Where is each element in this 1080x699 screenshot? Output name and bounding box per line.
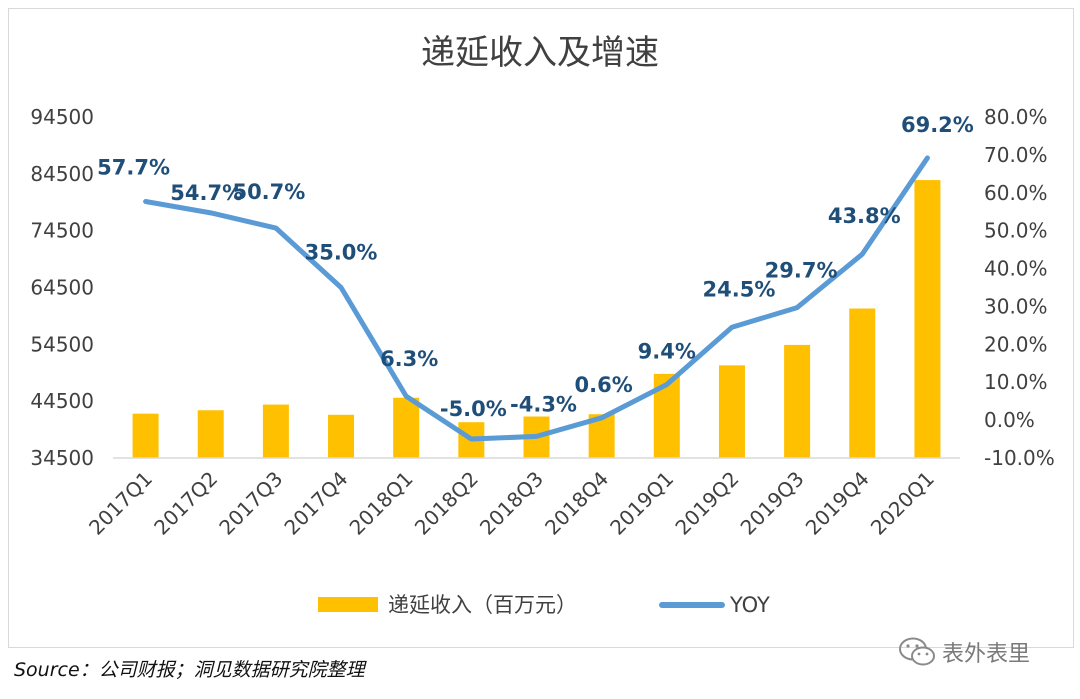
x-tick-label: 2018Q3 [475,467,548,540]
left-tick-label: 74500 [30,219,94,243]
data-label: 54.7% [170,181,243,205]
right-tick-label: 20.0% [984,332,1048,356]
bar [914,180,941,458]
bar [132,413,159,458]
bar [784,344,811,458]
x-tick-label: 2018Q1 [345,467,418,540]
x-tick-label: 2019Q3 [736,467,809,540]
right-tick-label: 10.0% [984,370,1048,394]
x-tick-label: 2017Q2 [149,467,222,540]
right-tick-label: 60.0% [984,181,1048,205]
x-tick-label: 2018Q4 [540,467,613,540]
right-tick-label: -10.0% [984,446,1055,470]
x-tick-label: 2019Q2 [670,467,743,540]
data-label: 43.8% [828,204,901,228]
source-note: Source：公司财报；洞见数据研究院整理 [14,659,365,681]
left-tick-label: 44500 [30,389,94,413]
legend: 递延收入（百万元） YOY [318,593,770,617]
chart-frame [8,8,1074,648]
x-tick-label: 2017Q1 [84,467,157,540]
left-axis: 94500 84500 74500 64500 54500 44500 34500 [30,105,94,470]
bar-series [132,180,941,458]
bar [328,414,355,458]
right-tick-label: 30.0% [984,294,1048,318]
data-label: 0.6% [575,373,633,397]
x-tick-label: 2019Q4 [801,467,874,540]
right-tick-label: 80.0% [984,105,1048,129]
data-label: 35.0% [305,241,378,265]
bar [849,308,876,458]
legend-swatch-bar [318,597,378,612]
watermark: 表外表里 [898,634,1030,670]
data-label: 29.7% [765,259,838,283]
data-label: 50.7% [232,180,305,204]
right-tick-label: 0.0% [984,408,1035,432]
x-tick-label: 2017Q4 [279,467,352,540]
chart: 递延收入及增速 94500 84500 74500 64500 54500 44500 34… [30,33,1055,617]
wechat-icon [899,637,935,666]
x-tick-label: 2020Q1 [866,467,939,540]
right-axis: 80.0% 70.0% 60.0% 50.0% 40.0% 30.0% 20.0% 10.0%… [984,105,1055,470]
left-tick-label: 94500 [30,105,94,129]
bar [393,397,420,458]
data-label: 69.2% [901,113,974,137]
data-label: -4.3% [510,392,577,416]
data-label: 57.7% [97,155,170,179]
data-label: -5.0% [440,397,507,421]
data-label: 9.4% [638,339,696,363]
x-tick-label: 2018Q2 [410,467,483,540]
left-tick-label: 54500 [30,332,94,356]
x-axis-labels: 2017Q12017Q22017Q32017Q42018Q12018Q22018… [84,467,939,540]
x-tick-label: 2017Q3 [214,467,287,540]
right-tick-label: 50.0% [984,219,1048,243]
left-tick-label: 64500 [30,276,94,300]
data-label: 6.3% [380,347,438,371]
left-tick-label: 34500 [30,446,94,470]
x-tick-label: 2019Q1 [605,467,678,540]
data-label: 24.5% [703,277,776,301]
line-series: 57.7%54.7%50.7% 35.0% 6.3% -5.0% -4.3%0.6%9.… [97,113,974,442]
legend-label-line: YOY [729,593,770,617]
yoy-line [143,155,930,442]
left-tick-label: 84500 [30,162,94,186]
watermark-text: 表外表里 [942,642,1031,667]
chart-title: 递延收入及增速 [421,33,659,73]
legend-label-bar: 递延收入（百万元） [388,593,577,617]
bar [718,365,745,458]
right-tick-label: 40.0% [984,257,1048,281]
bar [262,404,289,458]
bar [197,410,224,458]
right-tick-label: 70.0% [984,143,1048,167]
